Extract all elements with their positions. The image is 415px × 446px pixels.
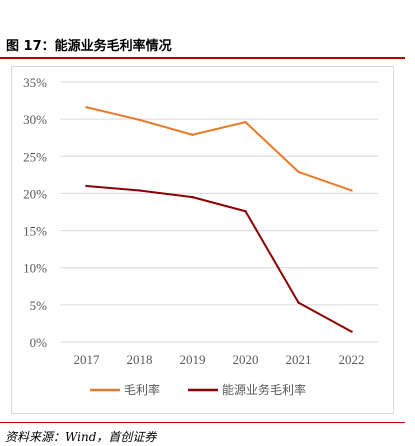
figure-title: 图 17：能源业务毛利率情况 — [6, 39, 172, 54]
y-tick-label: 0% — [30, 335, 48, 350]
y-tick-label: 10% — [23, 261, 47, 276]
y-tick-label: 15% — [23, 224, 47, 239]
data-point — [350, 189, 353, 192]
y-tick-label: 35% — [23, 75, 47, 90]
data-point — [138, 189, 141, 192]
title-rule — [0, 57, 405, 59]
x-tick-label: 2017 — [74, 352, 101, 367]
data-point — [297, 301, 300, 304]
y-tick-label: 5% — [30, 298, 48, 313]
x-tick-label: 2019 — [180, 352, 206, 367]
data-point — [191, 195, 194, 199]
chart-frame — [11, 66, 394, 414]
x-tick-label: 2018 — [127, 352, 153, 367]
source-note: 资料来源：Wind，首创证券 — [5, 430, 157, 444]
x-tick-label: 2021 — [286, 352, 312, 367]
data-point — [85, 106, 88, 109]
data-point — [350, 330, 353, 333]
series-line-1 — [86, 106, 352, 192]
data-point — [138, 118, 141, 122]
y-tick-label: 30% — [23, 112, 47, 127]
x-tick-label: 2020 — [233, 352, 259, 367]
data-point — [297, 170, 300, 174]
y-tick-label: 20% — [23, 186, 47, 201]
source-rule — [0, 422, 405, 423]
legend-label-2: 能源业务毛利率 — [222, 382, 306, 397]
x-tick-label: 2022 — [339, 352, 365, 367]
series-line-2 — [86, 185, 352, 333]
y-tick-label: 25% — [23, 149, 47, 164]
data-point — [191, 133, 194, 136]
data-point — [244, 120, 247, 124]
legend-label-1: 毛利率 — [124, 382, 160, 397]
data-point — [244, 210, 247, 213]
data-point — [85, 184, 88, 188]
